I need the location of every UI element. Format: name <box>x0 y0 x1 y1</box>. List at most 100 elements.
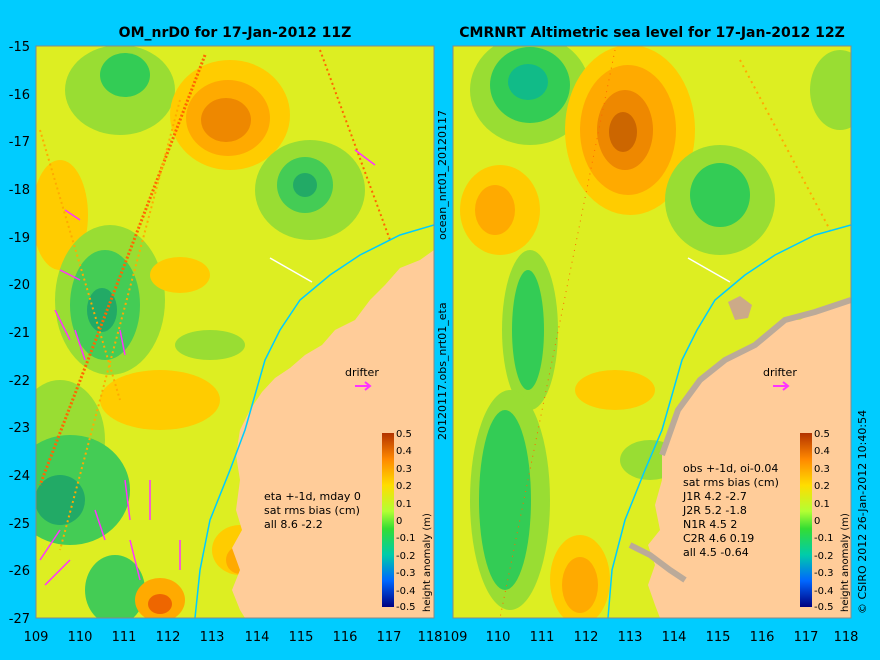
x-tick-label: 116 <box>750 630 775 645</box>
colorbar-tick-label: -0.1 <box>396 533 416 544</box>
left-colorbar-label: height anomaly (m) <box>422 513 433 612</box>
x-tick-label: 117 <box>794 630 819 645</box>
y-tick-label: -25 <box>9 517 30 532</box>
left-drifter-label: drifter <box>345 366 379 379</box>
right-island <box>728 296 752 320</box>
colorbar-tick-label: -0.5 <box>396 602 416 613</box>
y-tick-label: -17 <box>9 135 30 150</box>
left-drifter-arrow <box>355 381 372 391</box>
right-anomaly-field <box>460 46 851 618</box>
y-tick-label: -23 <box>9 421 30 436</box>
colorbar-tick-label: 0.1 <box>396 499 412 510</box>
x-tick-label: 109 <box>24 630 49 645</box>
left-current-arrows <box>39 149 376 586</box>
left-stats-line: sat rms bias (cm) <box>264 504 360 517</box>
colorbar-tick-label: 0.3 <box>396 464 412 475</box>
y-tick-label: -20 <box>9 278 30 293</box>
y-tick-label: -21 <box>9 326 30 341</box>
x-tick-label: 113 <box>200 630 225 645</box>
x-tick-label: 113 <box>618 630 643 645</box>
left-panel-title: OM_nrD0 for 17-Jan-2012 11Z <box>119 25 352 41</box>
y-tick-label: -27 <box>9 612 30 627</box>
colorbar-tick-label: -0.4 <box>396 586 416 597</box>
left-map: drifter <box>36 46 434 618</box>
y-tick-label: -18 <box>9 183 30 198</box>
x-tick-label: 118 <box>418 630 443 645</box>
left-stats-line: all 8.6 -2.2 <box>264 518 323 531</box>
right-satellite-tracks <box>499 49 831 618</box>
colorbar-tick-label: -0.3 <box>396 568 416 579</box>
x-tick-label: 114 <box>662 630 687 645</box>
left-colorbar-ticks: 0.5 0.4 0.3 0.2 0.1 0 -0.1 -0.2 -0.3 -0.… <box>396 429 416 613</box>
x-tick-label: 114 <box>245 630 270 645</box>
right-stats-line: C2R 4.6 0.19 <box>683 532 754 545</box>
y-tick-label: -22 <box>9 374 30 389</box>
right-stats-line: J2R 5.2 -1.8 <box>682 504 747 517</box>
left-x-axis: 109 110 111 112 113 114 115 116 117 118 <box>24 630 443 645</box>
colorbar-tick-label: 0.2 <box>396 481 412 492</box>
colorbar-tick-label: -0.2 <box>814 551 834 562</box>
colorbar-tick-label: 0 <box>814 516 820 527</box>
right-stats-line: sat rms bias (cm) <box>683 476 779 489</box>
colorbar-tick-label: -0.5 <box>814 602 834 613</box>
x-tick-label: 111 <box>112 630 137 645</box>
x-tick-label: 112 <box>574 630 599 645</box>
colorbar-tick-label: -0.4 <box>814 586 834 597</box>
x-tick-label: 115 <box>289 630 314 645</box>
right-bay-shelf <box>628 542 687 583</box>
right-coastline-contour <box>607 224 851 618</box>
y-tick-label: -19 <box>9 231 30 246</box>
right-drifter-label: drifter <box>763 366 797 379</box>
right-x-axis: 109 110 111 112 113 114 115 116 117 118 <box>443 630 859 645</box>
x-tick-label: 109 <box>443 630 468 645</box>
right-stats-line: all 4.5 -0.64 <box>683 546 749 559</box>
left-drifter-track <box>269 257 313 283</box>
right-colorbar-label: height anomaly (m) <box>840 513 851 612</box>
right-drifter-track <box>687 257 731 283</box>
left-satellite-tracks <box>38 49 391 551</box>
colorbar-tick-label: -0.3 <box>814 568 834 579</box>
left-map-frame <box>35 45 435 619</box>
right-stats-line: J1R 4.2 -2.7 <box>682 490 747 503</box>
right-stats-line: obs +-1d, oi-0.04 <box>683 462 778 475</box>
right-stats-line: N1R 4.5 2 <box>683 518 737 531</box>
x-tick-label: 116 <box>333 630 358 645</box>
y-tick-label: -24 <box>9 469 30 484</box>
left-coastline-contour <box>194 224 434 618</box>
x-tick-label: 115 <box>706 630 731 645</box>
colorbar-tick-label: 0.4 <box>814 446 830 457</box>
colorbar-tick-label: 0.2 <box>814 481 830 492</box>
right-panel-title: CMRNRT Altimetric sea level for 17-Jan-2… <box>459 25 844 41</box>
left-y-axis: -15 -16 -17 -18 -19 -20 -21 -22 -23 -24 … <box>9 40 30 627</box>
right-map-frame <box>452 45 852 619</box>
right-colorbar-ticks: 0.5 0.4 0.3 0.2 0.1 0 -0.1 -0.2 -0.3 -0.… <box>814 429 834 613</box>
left-colorbar <box>382 433 394 607</box>
right-file-label: 20120117.obs_nrt01_eta <box>436 302 449 440</box>
colorbar-tick-label: 0.4 <box>396 446 412 457</box>
y-tick-label: -15 <box>9 40 30 55</box>
x-tick-label: 118 <box>834 630 859 645</box>
x-tick-label: 117 <box>377 630 402 645</box>
right-stats-box: obs +-1d, oi-0.04 sat rms bias (cm) J1R … <box>682 462 779 559</box>
colorbar-tick-label: -0.2 <box>396 551 416 562</box>
y-tick-label: -16 <box>9 88 30 103</box>
copyright-label: © CSIRO 2012 26-Jan-2012 10:40:54 <box>856 410 869 614</box>
right-drifter-arrow <box>773 381 790 391</box>
left-stats-line: eta +-1d, mday 0 <box>264 490 361 503</box>
colorbar-tick-label: 0 <box>396 516 402 527</box>
colorbar-tick-label: 0.5 <box>396 429 412 440</box>
left-stats-box: eta +-1d, mday 0 sat rms bias (cm) all 8… <box>264 490 361 531</box>
colorbar-tick-label: 0.3 <box>814 464 830 475</box>
colorbar-tick-label: 0.5 <box>814 429 830 440</box>
x-tick-label: 111 <box>530 630 555 645</box>
left-file-label: ocean_nrt01_20120117 <box>436 110 449 240</box>
right-coastal-shelf <box>659 297 851 457</box>
x-tick-label: 110 <box>68 630 93 645</box>
x-tick-label: 112 <box>156 630 181 645</box>
right-colorbar <box>800 433 812 607</box>
colorbar-tick-label: -0.1 <box>814 533 834 544</box>
right-map: drifter <box>453 46 851 618</box>
colorbar-tick-label: 0.1 <box>814 499 830 510</box>
x-tick-label: 110 <box>486 630 511 645</box>
y-tick-label: -26 <box>9 564 30 579</box>
